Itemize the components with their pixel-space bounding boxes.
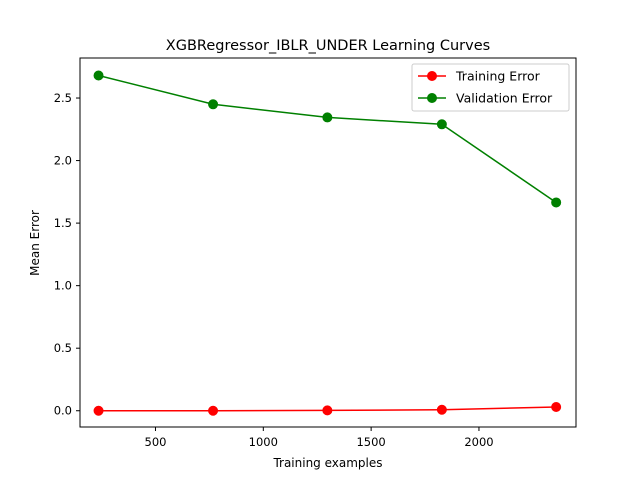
x-axis-ticks: 500 1000 1500 2000 (145, 427, 494, 449)
validation-error-point (551, 197, 562, 208)
x-tick-label: 1000 (249, 435, 278, 449)
y-tick-label: 2.5 (54, 91, 72, 105)
y-tick-label: 1.5 (54, 216, 72, 230)
y-tick-label: 2.0 (54, 154, 72, 168)
training-error-point (436, 404, 447, 415)
validation-error-point (322, 112, 333, 123)
axes-frame (79, 57, 577, 428)
y-tick-label: 0.5 (54, 341, 72, 355)
x-axis-label: Training examples (272, 456, 382, 470)
legend-validation-error-label: Validation Error (456, 91, 553, 106)
training-error-point (208, 405, 219, 416)
chart-title: XGBRegressor_IBLR_UNDER Learning Curves (166, 38, 490, 54)
legend-training-error-marker (427, 71, 437, 81)
x-tick-label: 1500 (356, 435, 385, 449)
legend-training-error-label: Training Error (455, 69, 541, 84)
legend: Training Error Validation Error (411, 63, 570, 112)
x-tick-label: 500 (145, 435, 167, 449)
validation-error-point (93, 70, 104, 81)
validation-error-point (208, 99, 219, 110)
training-error-point (322, 405, 333, 416)
y-tick-label: 0.0 (54, 404, 72, 418)
y-axis-ticks: 0.0 0.5 1.0 1.5 2.0 2.5 (54, 91, 80, 418)
training-error-point (551, 401, 562, 412)
legend-box (411, 63, 570, 112)
y-axis-label: Mean Error (28, 210, 42, 276)
x-tick-label: 2000 (464, 435, 493, 449)
training-error-point (93, 405, 104, 416)
y-tick-label: 1.0 (54, 279, 72, 293)
series-layer (93, 70, 562, 416)
legend-validation-error-marker (427, 93, 437, 103)
validation-error-point (436, 119, 447, 130)
